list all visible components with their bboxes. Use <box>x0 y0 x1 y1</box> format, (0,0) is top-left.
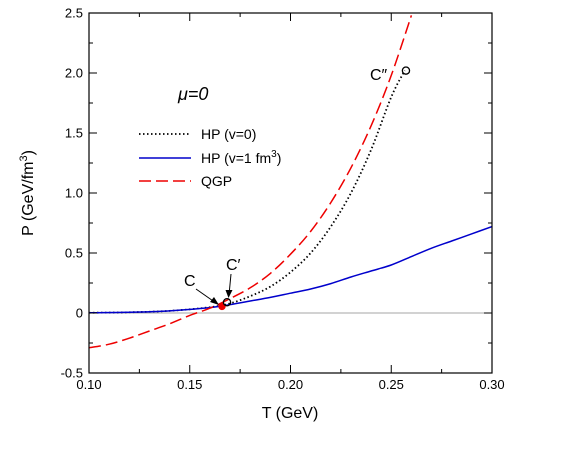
x-tick-label: 0.10 <box>76 377 101 392</box>
x-tick-label: 0.30 <box>479 377 504 392</box>
point-label-c: C <box>184 273 196 290</box>
plot-frame <box>88 12 493 374</box>
legend-label-hp1: HP (v=1 fm3) <box>201 149 281 166</box>
y-tick-label: 0 <box>76 306 83 321</box>
point-marker-0 <box>218 302 226 311</box>
y-tick-label: 1.0 <box>65 186 83 201</box>
point-label-c-prime: C′ <box>226 257 241 274</box>
x-axis-label: T (GeV) <box>262 405 319 422</box>
point-label-c-double-prime: C″ <box>370 67 388 84</box>
x-tick-label: 0.25 <box>379 377 404 392</box>
point-markers <box>218 66 411 311</box>
series-line-2 <box>89 15 413 349</box>
y-tick-label: 0.5 <box>65 246 83 261</box>
arrowhead-c <box>210 297 219 305</box>
legend-label-qgp: QGP <box>201 173 232 189</box>
series-line-0 <box>89 70 406 314</box>
arrowhead-c-prime <box>225 290 233 298</box>
y-tick-label: -0.5 <box>61 366 83 381</box>
y-tick-label: 1.5 <box>65 126 83 141</box>
point-marker-1 <box>222 297 232 307</box>
mu-annotation: μ=0 <box>177 84 208 104</box>
y-tick-label: 2.0 <box>65 66 83 81</box>
point-marker-2 <box>401 66 411 75</box>
legend-label-hp0: HP (v=0) <box>201 126 256 142</box>
y-tick-label: 2.5 <box>65 6 83 21</box>
x-tick-label: 0.20 <box>278 377 303 392</box>
plot-area <box>89 15 492 349</box>
legend: HP (v=0) HP (v=1 fm3) QGP <box>139 126 281 189</box>
tick-labels: 0.10 0.15 0.20 0.25 0.30 -0.5 0 0.5 1.0 1.5 2.0 2.5 <box>61 6 505 393</box>
x-tick-label: 0.15 <box>177 377 202 392</box>
y-axis-label: P (GeV/fm3) <box>18 150 37 236</box>
series-line-1 <box>89 225 492 314</box>
axis-ticks <box>88 12 493 374</box>
